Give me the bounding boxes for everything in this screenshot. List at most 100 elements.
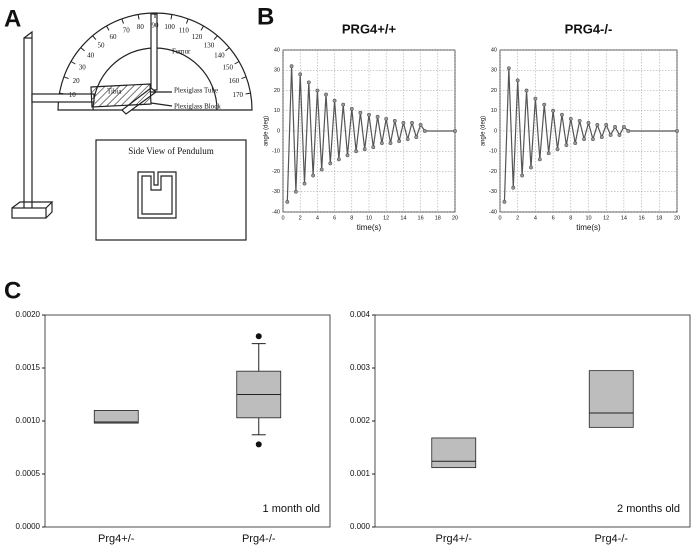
protractor-tick [121,18,125,24]
annotation: 1 month old [263,503,320,515]
plot-area [44,314,331,528]
data-point [362,147,367,152]
protractor-label: 10 [69,91,77,99]
y-tick-label: 0.000 [350,522,371,531]
y-tick-label: -20 [489,169,497,175]
data-point [573,141,578,146]
x-axis-label: time(s) [576,223,601,232]
data-point [315,88,320,93]
x-tick-label: 6 [333,215,336,221]
y-tick-label: 40 [274,47,280,53]
data-point [375,114,380,119]
x-tick-label: 0 [498,215,501,221]
panel-label: A [4,5,21,32]
data-point [414,135,419,139]
protractor-tick [80,47,85,52]
data-point [502,199,507,204]
diagram-label: Side View of Pendulum [128,146,214,156]
protractor-label: 160 [229,77,240,85]
data-point [537,157,542,162]
y-tick-label: -30 [489,189,497,195]
protractor-label: 90 [152,22,160,30]
protractor-label: 60 [110,33,118,41]
panel-label: C [4,277,21,304]
data-point [349,106,354,111]
protractor-label: 120 [192,33,203,41]
protractor-tick [106,25,110,31]
protractor-label: 40 [87,52,95,60]
diagram-label: Plexiglass Block [174,103,221,111]
x-tick-label: 20 [674,215,680,221]
diagram-label: Femur [172,48,191,56]
data-point [405,137,410,142]
protractor-tick [63,76,69,80]
data-point [289,64,294,69]
data-point [392,118,397,123]
data-point [293,189,298,194]
panel-label: B [257,3,274,30]
protractor-tick [137,14,140,20]
box [588,370,634,428]
data-point [591,137,595,142]
protractor-label: 30 [79,64,87,72]
data-point [542,102,547,107]
protractor-tick [70,61,76,65]
data-point [285,199,290,204]
y-tick-label: -30 [272,189,280,195]
x-tick-label: 8 [350,215,353,221]
protractor-tick [225,47,230,52]
data-point [453,129,457,133]
protractor-tick [245,92,251,95]
box [93,409,139,424]
x-tick-label: 4 [316,215,319,221]
data-point [358,110,363,115]
outlier [255,333,262,340]
protractor-label: 50 [98,41,106,49]
x-axis-label: time(s) [357,223,382,232]
protractor-tick [200,25,204,31]
x-tick-label: 2 [299,215,302,221]
y-tick-label: 0 [494,128,497,134]
y-tick-label: 0.002 [350,416,371,425]
diagram-label: Tibia [107,88,122,96]
protractor-tick [241,76,247,80]
y-tick-label: 0.0000 [16,522,41,531]
data-point [401,121,406,125]
data-point [560,112,564,117]
protractor-tick [92,35,97,40]
y-tick-label: 30 [491,68,497,74]
x-tick-label: 10 [585,215,591,221]
data-point [595,123,600,127]
data-point [608,133,613,137]
data-point [506,66,511,71]
data-point [520,173,525,178]
data-point [298,72,303,77]
data-point [515,78,520,83]
data-point [341,102,346,107]
data-point [675,129,679,133]
chart-title: PRG4-/- [565,21,613,36]
x-tick-label: Prg4+/- [436,533,473,545]
x-tick-label: 12 [603,215,609,221]
y-tick-label: -40 [489,209,497,215]
data-point [617,133,622,137]
y-tick-label: -20 [272,169,280,175]
data-point [311,173,316,178]
data-point [626,129,631,133]
data-point [306,80,311,85]
data-point [568,116,573,121]
data-point [379,141,384,146]
data-point [622,125,626,129]
data-point [319,167,324,172]
y-tick-label: 10 [274,108,280,114]
x-tick-label: 14 [400,215,406,221]
data-point [533,96,538,101]
outlier [255,441,262,448]
y-tick-label: -40 [272,209,280,215]
x-tick-label: 16 [639,215,645,221]
y-tick-label: 0 [277,128,280,134]
data-point [418,123,423,127]
protractor-label: 170 [232,91,243,99]
y-tick-label: 40 [491,47,497,53]
box [431,437,477,469]
